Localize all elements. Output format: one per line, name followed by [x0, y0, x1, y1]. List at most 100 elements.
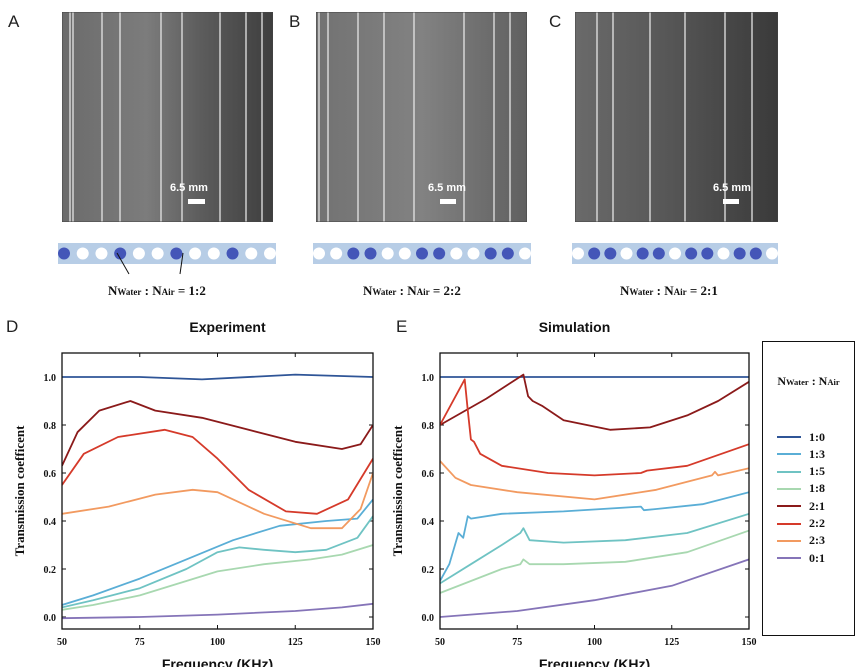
air-tube — [95, 247, 108, 260]
legend: NWater : NAir 1:0 1:3 1:5 1:8 2:1 2:2 2:3 0:1 — [762, 341, 855, 636]
legend-label: 1:0 — [809, 429, 825, 444]
scale-label-b: 6.5 mm — [428, 182, 466, 194]
series-line-1-3 — [440, 491, 749, 582]
chart-title: Experiment — [189, 319, 266, 335]
air-tube — [264, 247, 276, 260]
legend-label: 2:1 — [809, 498, 825, 513]
x-tick-label: 125 — [288, 637, 303, 648]
pointer-line-water — [116, 252, 130, 275]
legend-swatch — [777, 557, 801, 560]
air-tube — [189, 247, 202, 260]
tube-arrangement-strips — [58, 243, 778, 275]
x-tick-label: 50 — [435, 637, 445, 648]
tube-photo-a: 6.5 mm — [62, 12, 273, 222]
panel-letter-a: A — [8, 12, 20, 31]
chart-d: D Experiment 0.0 0.2 0.4 0.6 0.8 1.0 50 75 100 125 1… — [6, 317, 381, 667]
y-tick-label: 0.0 — [422, 613, 435, 624]
air-tube — [450, 247, 463, 260]
legend-swatch — [777, 470, 801, 473]
x-tick-label: 150 — [366, 637, 381, 648]
scale-bar-c — [723, 199, 739, 204]
legend-entry: 1:3 — [777, 447, 825, 461]
air-tube — [519, 247, 531, 260]
water-tube — [749, 247, 762, 260]
x-axis-label: Frequency (KHz) — [539, 656, 650, 667]
plot-frame — [61, 352, 374, 630]
water-tube — [501, 247, 514, 260]
transmission-charts: D Experiment 0.0 0.2 0.4 0.6 0.8 1.0 50 75 100 125 1… — [6, 317, 757, 667]
pointer-line-air — [179, 252, 184, 275]
water-tube — [433, 247, 446, 260]
x-tick-label: 75 — [135, 637, 145, 648]
series-line-1-8 — [62, 544, 373, 611]
air-tube — [572, 247, 584, 260]
panel-letter-c: C — [549, 12, 562, 31]
y-axis-label: Transmission coefficent — [390, 425, 405, 556]
series-line-1-3 — [62, 498, 373, 606]
legend-swatch — [777, 487, 801, 490]
legend-entry: 1:5 — [777, 464, 825, 479]
y-tick-label: 0.4 — [422, 517, 435, 528]
panel-letter-e: E — [396, 317, 407, 336]
legend-label: 0:1 — [809, 550, 825, 565]
legend-label: 1:3 — [809, 446, 825, 461]
panel-letter-b: B — [289, 12, 301, 31]
series-line-2-2 — [440, 378, 749, 477]
legend-label: 2:2 — [809, 516, 825, 530]
legend-swatch — [777, 505, 801, 508]
water-tube — [701, 247, 714, 260]
x-tick-label: 125 — [664, 637, 679, 648]
water-tube — [114, 247, 127, 260]
series-line-2-2 — [62, 428, 373, 515]
x-tick-label: 100 — [587, 637, 602, 648]
water-tube — [733, 247, 746, 260]
y-tick-label: 0.8 — [422, 421, 435, 432]
legend-label: 1:8 — [809, 481, 825, 496]
series-line-1-0 — [62, 373, 373, 381]
series-line-1-5 — [62, 515, 373, 609]
y-tick-label: 0.2 — [422, 565, 435, 576]
air-tube — [717, 247, 730, 260]
air-tube — [398, 247, 411, 260]
air-tube — [76, 247, 89, 260]
legend-swatch — [777, 522, 801, 525]
series-line-2-1 — [440, 373, 749, 431]
legend-label: 2:3 — [809, 533, 825, 548]
water-tube — [170, 247, 183, 260]
air-tube — [620, 247, 633, 260]
y-tick-label: 0.8 — [44, 421, 57, 432]
air-tube — [207, 247, 220, 260]
legend-swatch — [777, 436, 801, 438]
air-tube — [467, 247, 480, 260]
air-tube — [313, 247, 325, 260]
scale-bar-b — [440, 199, 456, 204]
air-tube — [766, 247, 778, 260]
chart-title: Simulation — [539, 319, 611, 335]
y-tick-label: 0.6 — [44, 469, 57, 480]
legend-entry: 2:3 — [777, 533, 825, 548]
series-line-2-1 — [62, 400, 373, 467]
water-tube — [484, 247, 497, 260]
tube-strip-c — [572, 243, 778, 264]
legend-title: NWater : NAir — [777, 374, 840, 388]
tube-strip-bg — [58, 243, 276, 264]
water-tube — [347, 247, 360, 260]
x-tick-label: 100 — [210, 637, 225, 648]
water-tube — [685, 247, 698, 260]
air-tube — [669, 247, 681, 260]
legend-swatch — [777, 539, 801, 542]
air-tube — [330, 247, 343, 260]
series-line-0-1 — [62, 602, 373, 620]
air-tube — [245, 247, 258, 260]
scale-bar-a — [188, 199, 205, 204]
y-tick-label: 0.0 — [44, 613, 57, 624]
y-tick-label: 0.6 — [422, 469, 435, 480]
water-tube — [652, 247, 665, 260]
legend-entry: 2:2 — [777, 516, 825, 531]
water-tube — [588, 247, 601, 260]
x-axis-label: Frequency (KHz) — [162, 656, 273, 667]
water-tube — [604, 247, 617, 260]
tube-photo-b: 6.5 mm — [316, 12, 527, 222]
tube-strip-a — [58, 243, 276, 264]
legend-entry: 1:0 — [777, 430, 825, 444]
